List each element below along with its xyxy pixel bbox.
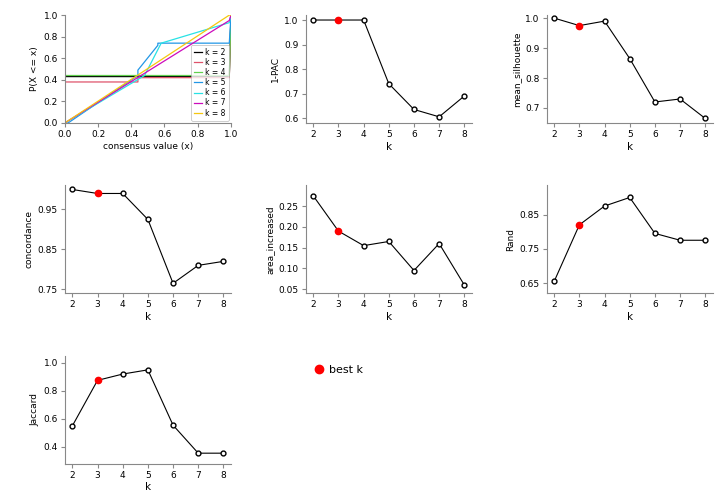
Y-axis label: Rand: Rand: [506, 228, 516, 251]
Legend: best k: best k: [311, 361, 366, 378]
X-axis label: k: k: [145, 312, 151, 322]
k = 2: [227, 12, 235, 18]
k = 3: [77, 79, 86, 85]
X-axis label: k: k: [386, 312, 392, 322]
k = 3: [134, 79, 143, 85]
k = 8: [60, 120, 69, 126]
Legend: k = 2, k = 3, k = 4, k = 5, k = 6, k = 7, k = 8: k = 2, k = 3, k = 4, k = 5, k = 6, k = 7…: [192, 45, 229, 120]
k = 2: [227, 12, 235, 18]
k = 3: [60, 79, 69, 85]
Y-axis label: mean_silhouette: mean_silhouette: [512, 31, 521, 107]
k = 7: [225, 18, 233, 24]
k = 5: [153, 40, 162, 46]
k = 7: [227, 12, 235, 18]
k = 4: [225, 73, 233, 79]
X-axis label: k: k: [626, 312, 633, 322]
k = 5: [227, 12, 235, 18]
Y-axis label: P(X <= x): P(X <= x): [30, 47, 40, 91]
k = 3: [225, 75, 233, 81]
Line: k = 6: k = 6: [65, 15, 231, 123]
k = 5: [64, 120, 73, 126]
k = 4: [60, 73, 69, 79]
k = 2: [60, 120, 69, 126]
k = 8: [225, 12, 233, 18]
k = 5: [225, 40, 233, 46]
k = 5: [134, 67, 143, 73]
X-axis label: k: k: [386, 142, 392, 152]
Line: k = 8: k = 8: [65, 15, 231, 123]
k = 6: [157, 40, 166, 46]
k = 7: [227, 12, 235, 18]
k = 4: [60, 120, 69, 126]
k = 4: [227, 12, 235, 18]
k = 2: [134, 74, 143, 80]
k = 5: [134, 73, 143, 79]
k = 7: [60, 120, 69, 126]
k = 2: [60, 74, 69, 80]
k = 4: [134, 73, 143, 79]
k = 6: [60, 120, 69, 126]
Y-axis label: Jaccard: Jaccard: [30, 393, 40, 426]
k = 5: [60, 120, 69, 126]
k = 6: [227, 12, 235, 18]
Y-axis label: 1-PAC: 1-PAC: [271, 56, 280, 82]
k = 6: [227, 12, 235, 18]
Line: k = 5: k = 5: [65, 15, 231, 123]
k = 7: [60, 120, 69, 126]
k = 8: [227, 12, 235, 18]
k = 6: [60, 120, 69, 126]
k = 6: [225, 20, 233, 26]
k = 3: [227, 12, 235, 18]
k = 5: [227, 12, 235, 18]
k = 3: [134, 75, 143, 81]
k = 4: [134, 73, 143, 79]
X-axis label: consensus value (x): consensus value (x): [103, 142, 193, 151]
X-axis label: k: k: [145, 482, 151, 492]
k = 8: [60, 120, 69, 126]
Line: k = 3: k = 3: [65, 15, 231, 123]
k = 3: [77, 79, 86, 85]
k = 4: [227, 12, 235, 18]
k = 6: [140, 73, 149, 79]
k = 8: [227, 12, 235, 18]
Line: k = 4: k = 4: [65, 15, 231, 123]
k = 5: [60, 120, 69, 126]
Line: k = 2: k = 2: [65, 15, 231, 123]
Line: k = 7: k = 7: [65, 15, 231, 123]
k = 3: [60, 120, 69, 126]
X-axis label: k: k: [626, 142, 633, 152]
Y-axis label: area_increased: area_increased: [266, 205, 274, 274]
Y-axis label: concordance: concordance: [24, 210, 34, 269]
k = 6: [157, 40, 166, 46]
k = 5: [153, 42, 162, 48]
k = 3: [227, 12, 235, 18]
k = 2: [225, 74, 233, 80]
k = 6: [140, 73, 149, 79]
k = 2: [134, 74, 143, 80]
